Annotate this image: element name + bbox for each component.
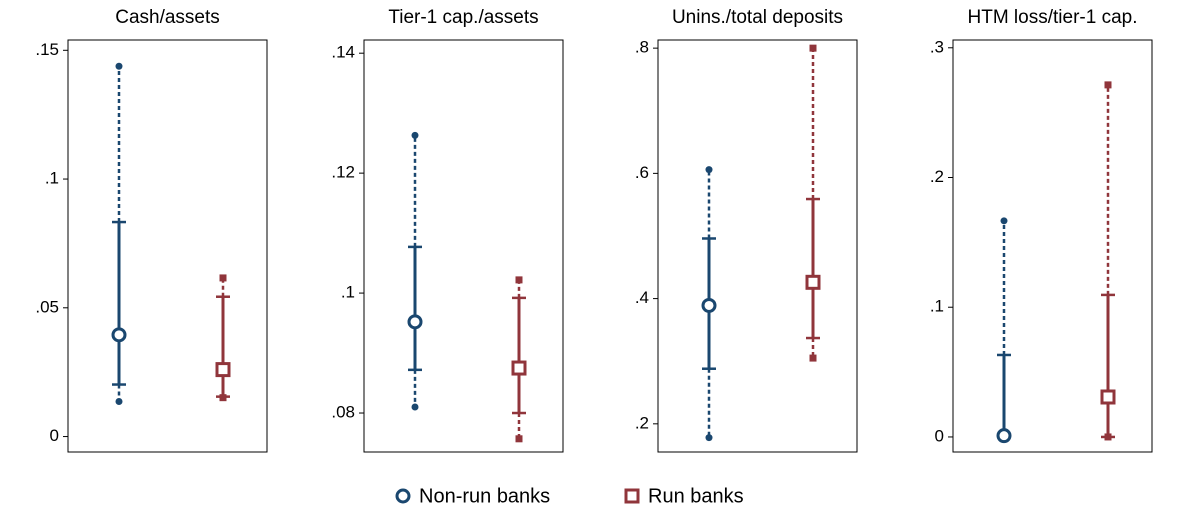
max-dot <box>515 276 523 284</box>
plot-frame <box>67 39 268 453</box>
panel-title: Tier-1 cap./assets <box>388 7 538 28</box>
min-dot <box>809 354 817 362</box>
plot-frame <box>657 39 858 453</box>
legend-marker <box>395 488 411 504</box>
min-dot <box>705 434 713 442</box>
min-dot <box>219 394 227 402</box>
median-marker <box>1100 389 1116 405</box>
y-tick-label: .8 <box>635 38 649 57</box>
plot-frame <box>363 39 564 453</box>
y-tick-label: .05 <box>35 297 59 316</box>
y-tick-label: .4 <box>635 288 649 307</box>
legend-label: Non-run banks <box>419 485 550 507</box>
y-tick-label: .2 <box>930 167 944 186</box>
max-dot <box>115 62 123 70</box>
y-tick-label: 0 <box>935 426 944 445</box>
panel-title: HTM loss/tier-1 cap. <box>968 7 1138 28</box>
median-marker <box>111 327 127 343</box>
y-tick-label: .15 <box>35 40 59 59</box>
median-marker <box>407 314 423 330</box>
y-tick-label: .12 <box>331 163 355 182</box>
y-tick-label: .6 <box>635 163 649 182</box>
legend-marker <box>624 488 640 504</box>
min-dot <box>115 398 123 406</box>
min-dot <box>515 435 523 443</box>
min-dot <box>1104 433 1112 441</box>
median-marker <box>996 428 1012 444</box>
median-marker <box>701 297 717 313</box>
max-dot <box>705 166 713 174</box>
median-marker <box>215 362 231 378</box>
y-tick-label: .2 <box>635 413 649 432</box>
max-dot <box>1104 81 1112 89</box>
max-dot <box>411 131 419 139</box>
y-tick-label: .1 <box>341 283 355 302</box>
y-tick-label: .1 <box>45 169 59 188</box>
y-tick-label: .3 <box>930 37 944 56</box>
y-tick-label: .08 <box>331 403 355 422</box>
legend-label: Run banks <box>648 485 744 507</box>
min-dot <box>411 403 419 411</box>
panel-title: Unins./total deposits <box>672 7 843 28</box>
median-marker <box>805 274 821 290</box>
y-tick-label: .1 <box>930 297 944 316</box>
median-marker <box>511 360 527 376</box>
max-dot <box>219 274 227 282</box>
max-dot <box>1000 217 1008 225</box>
panel-title: Cash/assets <box>115 7 220 28</box>
plot-frame <box>952 39 1153 453</box>
y-tick-label: .14 <box>331 43 355 62</box>
y-tick-label: 0 <box>50 426 59 445</box>
max-dot <box>809 44 817 52</box>
